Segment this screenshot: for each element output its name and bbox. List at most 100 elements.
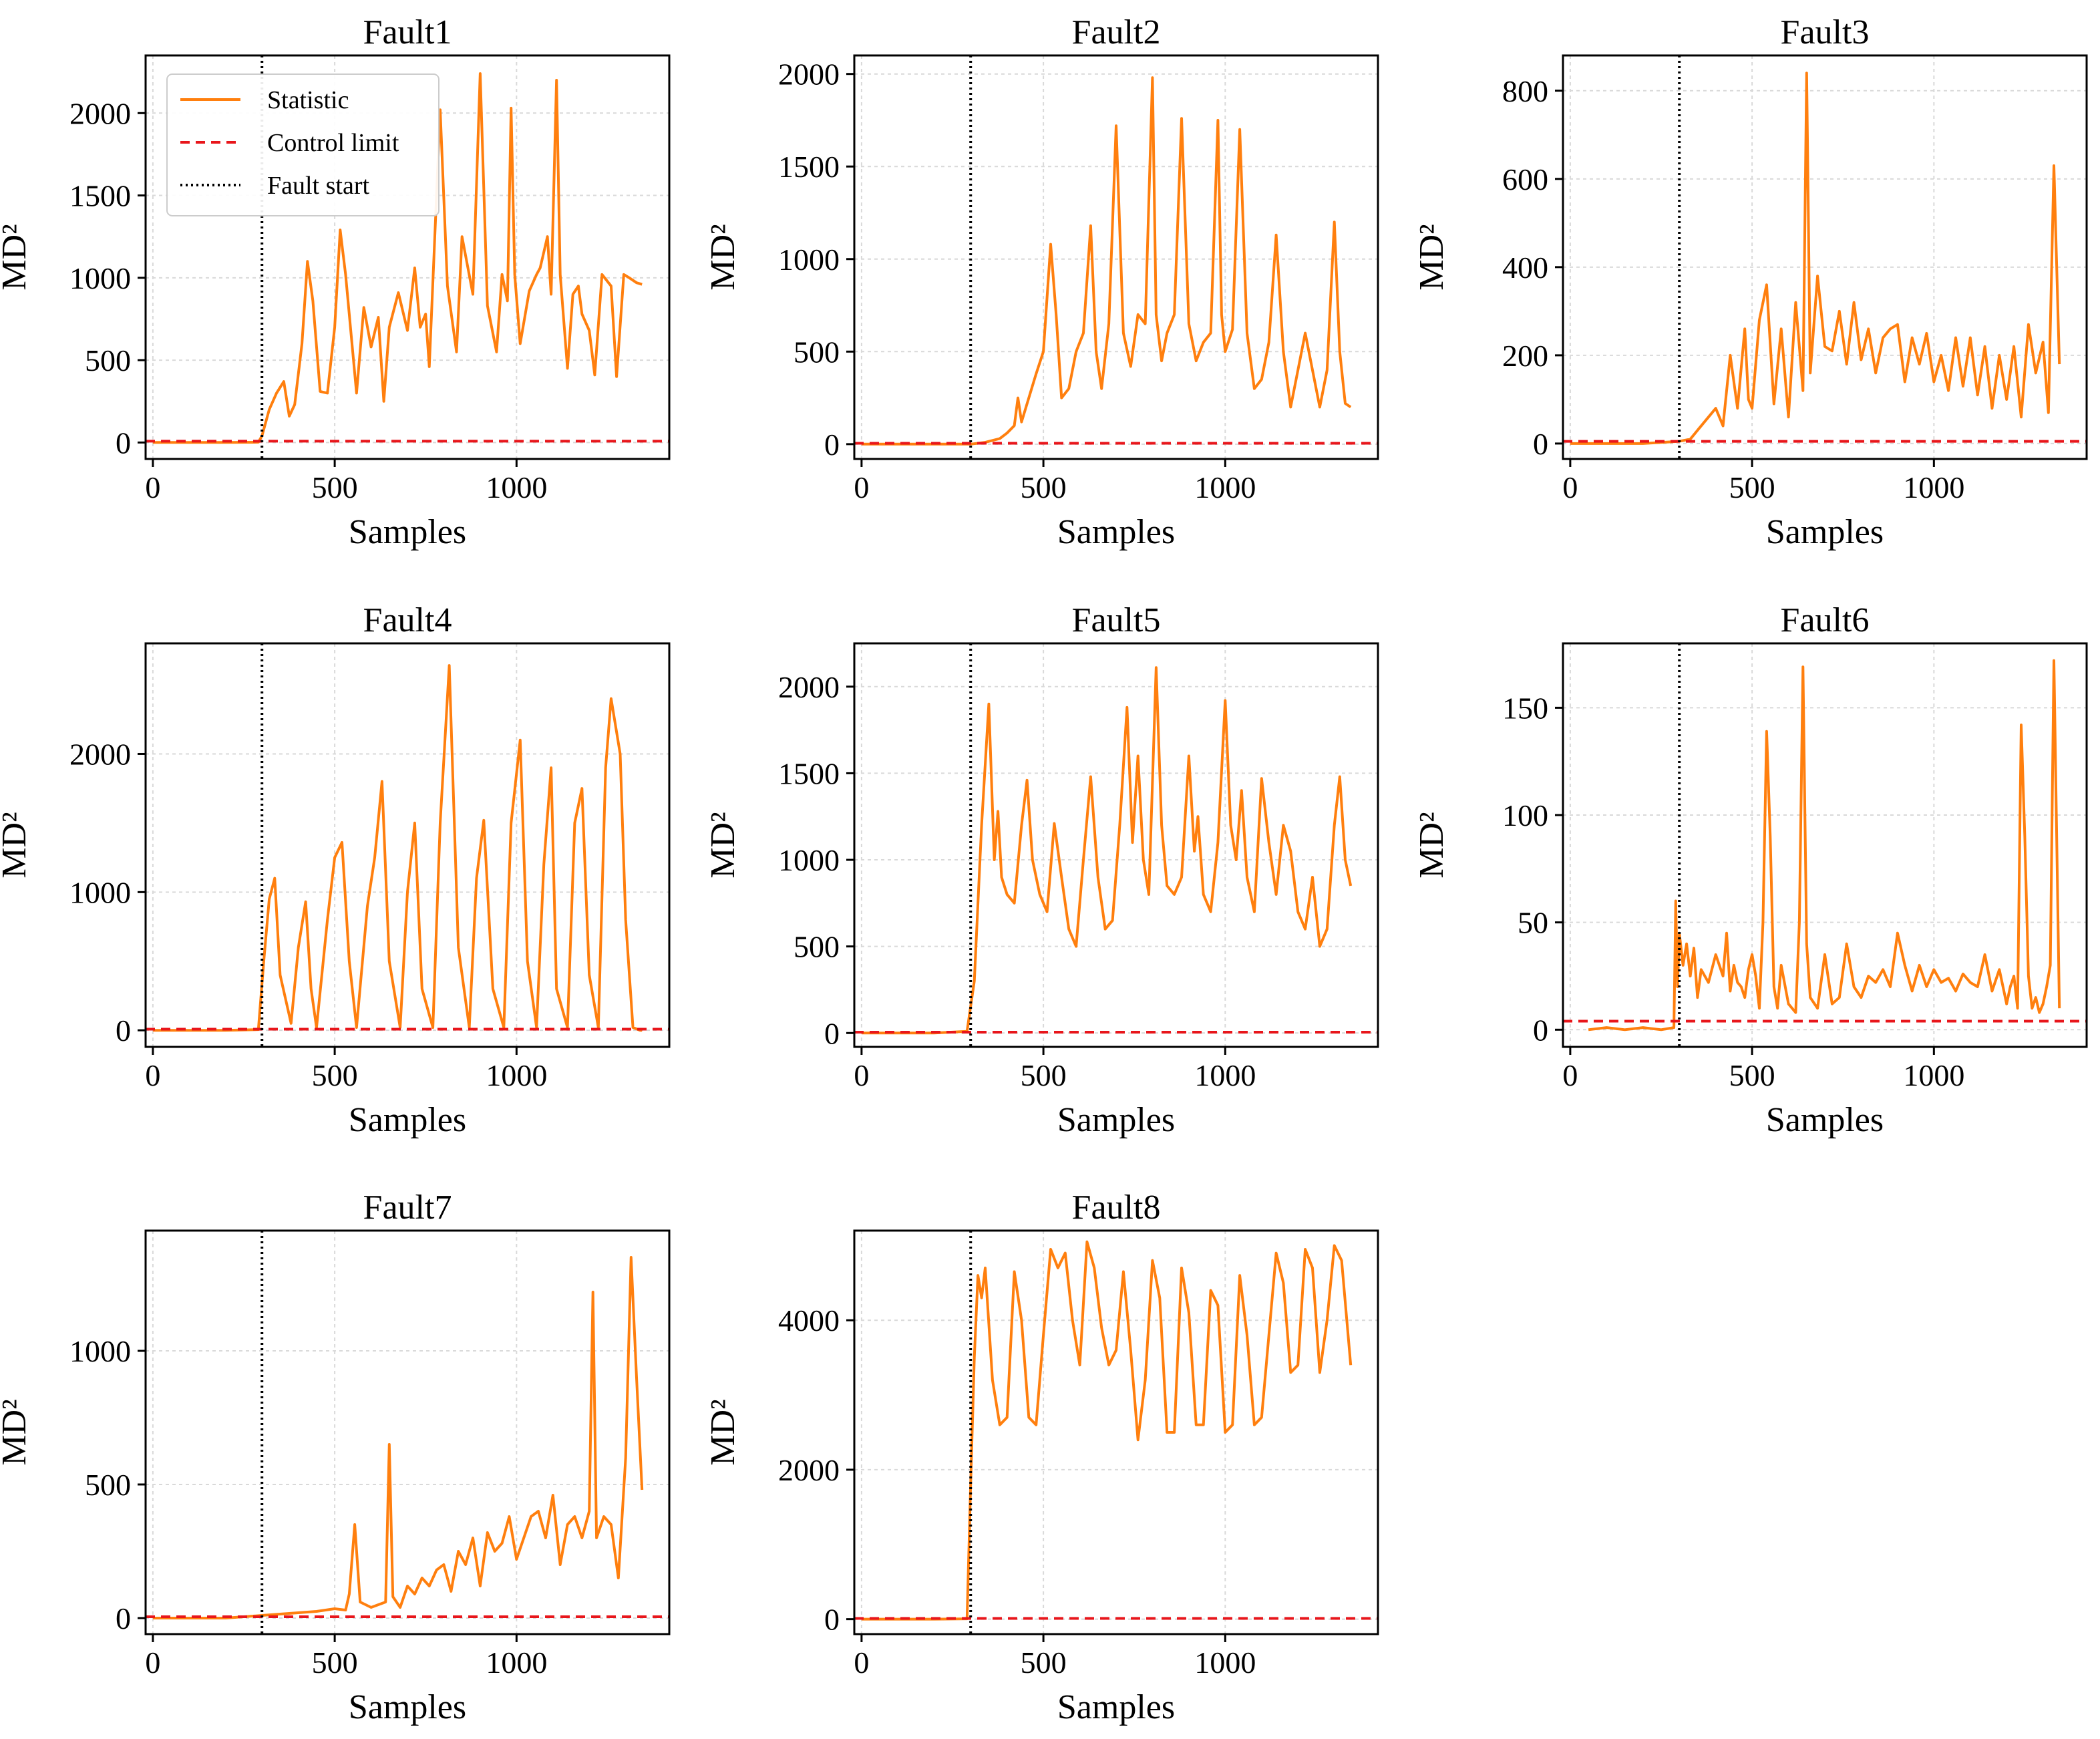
x-tick-label: 0 xyxy=(854,1058,869,1092)
y-axis-label: MD² xyxy=(0,224,33,290)
statistic-line xyxy=(861,76,1352,446)
x-tick-label: 0 xyxy=(145,1058,160,1092)
statistic-line xyxy=(1588,659,2061,1032)
x-tick-label: 1000 xyxy=(1903,1058,1964,1092)
axes-frame xyxy=(144,54,671,460)
subplot-title: Fault5 xyxy=(1072,601,1161,639)
x-axis-label: Samples xyxy=(1057,1688,1175,1726)
x-tick-label: 500 xyxy=(1021,1645,1067,1680)
y-axis-label: MD² xyxy=(704,1399,742,1465)
subplot-title: Fault7 xyxy=(363,1189,452,1227)
x-axis-label: Samples xyxy=(1766,513,1884,551)
y-tick-label: 1000 xyxy=(69,1334,131,1368)
statistic-line xyxy=(152,1256,644,1619)
x-axis-label: Samples xyxy=(349,513,466,551)
subplot-title: Fault4 xyxy=(363,601,452,639)
subplot-title: Fault2 xyxy=(1072,13,1161,51)
subplot-3: 0 500 1000 0 200 400 600 800 Fault3 Samples MD² xyxy=(1413,13,2088,551)
subplot-8: 0 500 1000 0 2000 4000 Fault8 Samples MD² xyxy=(704,1189,1379,1726)
axes-frame xyxy=(853,642,1379,1048)
y-tick-label: 2000 xyxy=(778,57,840,92)
statistic-line xyxy=(152,72,643,444)
subplot-7: 0 500 1000 0 500 1000 Fault7 Samples MD² xyxy=(0,1189,671,1726)
x-axis-label: Samples xyxy=(1057,1101,1175,1139)
x-tick-label: 1000 xyxy=(486,470,547,504)
legend-label: Fault start xyxy=(267,172,369,200)
x-tick-label: 500 xyxy=(1021,470,1067,504)
legend: Statistic Control limit Fault start xyxy=(166,73,440,216)
y-tick-label: 1000 xyxy=(778,843,840,877)
x-tick-label: 1000 xyxy=(1194,1058,1256,1092)
legend-label: Control limit xyxy=(267,129,399,157)
x-tick-label: 500 xyxy=(1729,1058,1775,1092)
y-tick-label: 0 xyxy=(116,1013,131,1048)
y-tick-label: 500 xyxy=(794,930,840,964)
statistic-line xyxy=(861,666,1353,1035)
y-axis-label: MD² xyxy=(704,224,742,290)
y-tick-label: 0 xyxy=(1533,427,1548,461)
y-axis-label: MD² xyxy=(1413,812,1451,878)
x-tick-label: 500 xyxy=(1021,1058,1067,1092)
axes-frame xyxy=(144,642,671,1048)
x-tick-label: 1000 xyxy=(1194,1645,1256,1680)
x-tick-label: 0 xyxy=(145,470,160,504)
axes-frame xyxy=(1562,642,2088,1048)
subplot-1: 0 500 1000 0 500 1000 1500 2000 Fault1 Samples MD² xyxy=(0,13,671,551)
axes-frame xyxy=(853,1229,1379,1635)
statistic-line xyxy=(861,1240,1353,1621)
y-tick-label: 2000 xyxy=(69,96,131,130)
statistic-line xyxy=(1570,71,2061,445)
y-tick-label: 0 xyxy=(824,1016,840,1050)
x-tick-label: 0 xyxy=(145,1645,160,1680)
x-axis-label: Samples xyxy=(1766,1101,1884,1139)
axes-frame xyxy=(1562,54,2088,460)
y-axis-label: MD² xyxy=(1413,224,1451,290)
y-tick-label: 2000 xyxy=(778,670,840,704)
y-tick-label: 600 xyxy=(1502,162,1548,196)
x-axis-label: Samples xyxy=(349,1688,466,1726)
x-tick-label: 0 xyxy=(1562,470,1578,504)
x-tick-label: 500 xyxy=(1729,470,1775,504)
y-axis-label: MD² xyxy=(0,812,33,878)
subplot-title: Fault3 xyxy=(1781,13,1870,51)
x-axis-label: Samples xyxy=(1057,513,1175,551)
subplot-2: 0 500 1000 0 500 1000 1500 2000 Fault2 Samples MD² xyxy=(704,13,1379,551)
x-tick-label: 1000 xyxy=(1903,470,1964,504)
x-tick-label: 0 xyxy=(1562,1058,1578,1092)
y-tick-label: 150 xyxy=(1502,691,1548,725)
y-tick-label: 1500 xyxy=(778,756,840,790)
y-tick-label: 500 xyxy=(85,1468,131,1502)
y-tick-label: 0 xyxy=(824,428,840,462)
y-tick-label: 2000 xyxy=(69,737,131,771)
y-tick-label: 1500 xyxy=(69,179,131,213)
legend-box xyxy=(166,73,440,216)
y-tick-label: 50 xyxy=(1518,906,1548,940)
subplot-title: Fault8 xyxy=(1072,1189,1161,1227)
x-tick-label: 1000 xyxy=(486,1645,547,1680)
y-tick-label: 100 xyxy=(1502,798,1548,832)
x-tick-label: 0 xyxy=(854,1645,869,1680)
subplot-5: 0 500 1000 0 500 1000 1500 2000 Fault5 Samples MD² xyxy=(704,601,1379,1139)
y-tick-label: 0 xyxy=(116,1601,131,1635)
y-tick-label: 800 xyxy=(1502,74,1548,108)
subplot-4: 0 500 1000 0 1000 2000 Fault4 Samples MD² xyxy=(0,601,671,1139)
legend-label: Statistic xyxy=(267,86,349,114)
subplot-6: 0 500 1000 0 50 100 150 Fault6 Samples MD² xyxy=(1413,601,2088,1139)
x-tick-label: 0 xyxy=(854,470,869,504)
statistic-line xyxy=(152,664,643,1032)
subplot-title: Fault6 xyxy=(1781,601,1870,639)
y-tick-label: 500 xyxy=(794,335,840,369)
y-tick-label: 2000 xyxy=(778,1453,840,1487)
x-tick-label: 1000 xyxy=(1194,470,1256,504)
y-axis-label: MD² xyxy=(0,1399,33,1465)
y-tick-label: 500 xyxy=(85,343,131,377)
y-tick-label: 0 xyxy=(824,1603,840,1637)
y-tick-label: 1000 xyxy=(69,875,131,909)
y-axis-label: MD² xyxy=(704,812,742,878)
y-tick-label: 0 xyxy=(116,426,131,460)
x-tick-label: 1000 xyxy=(486,1058,547,1092)
y-tick-label: 200 xyxy=(1502,339,1548,373)
x-axis-label: Samples xyxy=(349,1101,466,1139)
y-tick-label: 0 xyxy=(1533,1013,1548,1047)
